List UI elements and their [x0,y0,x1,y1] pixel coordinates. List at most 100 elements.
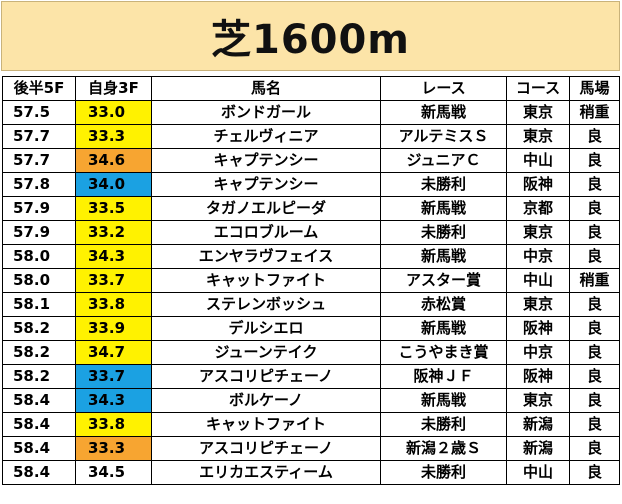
horse-name-cell: エコロブルーム [151,220,381,245]
horse-name-cell: ステレンボッシュ [151,292,381,317]
table-row: 58.4 34.5 エリカエスティーム 未勝利 中山良 [2,460,620,485]
course-cell: 中山 [506,268,570,293]
race-cell: 未勝利 [380,172,507,197]
late-5f-cell: 58.4 [2,388,76,413]
own-3f-cell: 33.7 [75,268,152,293]
table-row: 58.2 34.7 ジューンテイク こうやまき賞 中京良 [2,340,620,365]
race-cell: 未勝利 [380,220,507,245]
track-condition-cell: 良 [569,172,620,197]
track-condition-cell: 良 [569,316,620,341]
track-condition-cell: 良 [569,124,620,149]
late-5f-cell: 57.8 [2,172,76,197]
horse-name-cell: デルシエロ [151,316,381,341]
track-condition-cell: 良 [569,292,620,317]
race-cell: 未勝利 [380,412,507,437]
table-row: 58.2 33.7 アスコリピチェーノ 阪神ＪＦ 阪神良 [2,364,620,389]
table-row: 57.8 34.0 キャプテンシー 未勝利 阪神良 [2,172,620,197]
horse-name-cell: ボンドガール [151,100,381,125]
late-5f-cell: 58.4 [2,412,76,437]
race-cell: ジュニアＣ [380,148,507,173]
course-cell: 中山 [506,460,570,485]
table-row: 58.1 33.8 ステレンボッシュ 赤松賞 東京良 [2,292,620,317]
results-table: 後半5F 自身3F 馬名 レース コース 馬場 57.5 33.0 ボンドガール 新馬… [2,76,620,485]
race-cell: 新馬戦 [380,388,507,413]
track-condition-cell: 良 [569,196,620,221]
title-banner: 芝1600m [1,1,620,71]
late-5f-cell: 58.2 [2,340,76,365]
course-cell: 中京 [506,340,570,365]
track-condition-cell: 稍重 [569,268,620,293]
own-3f-cell: 33.2 [75,220,152,245]
race-cell: 未勝利 [380,460,507,485]
late-5f-cell: 57.9 [2,196,76,221]
course-cell: 東京 [506,220,570,245]
track-condition-cell: 良 [569,244,620,269]
horse-name-cell: アスコリピチェーノ [151,436,381,461]
horse-name-cell: キャプテンシー [151,148,381,173]
own-3f-cell: 34.6 [75,148,152,173]
course-cell: 東京 [506,388,570,413]
late-5f-cell: 58.2 [2,316,76,341]
horse-name-cell: エリカエスティーム [151,460,381,485]
table-row: 58.4 33.3 アスコリピチェーノ 新潟２歳Ｓ 新潟良 [2,436,620,461]
track-condition-cell: 良 [569,388,620,413]
horse-name-cell: ジューンテイク [151,340,381,365]
race-cell: アスター賞 [380,268,507,293]
table-row: 57.7 34.6 キャプテンシー ジュニアＣ 中山良 [2,148,620,173]
own-3f-cell: 34.7 [75,340,152,365]
race-cell: 新潟２歳Ｓ [380,436,507,461]
own-3f-cell: 33.8 [75,292,152,317]
own-3f-cell: 34.3 [75,388,152,413]
horse-name-cell: チェルヴィニア [151,124,381,149]
race-cell: 新馬戦 [380,244,507,269]
course-cell: 新潟 [506,412,570,437]
table-row: 57.5 33.0 ボンドガール 新馬戦 東京 稍重 [2,100,620,125]
course-cell: 京都 [506,196,570,221]
late-5f-cell: 58.4 [2,460,76,485]
table-row: 58.0 33.7 キャットファイト アスター賞 中山 稍重 [2,268,620,293]
own-3f-cell: 33.7 [75,364,152,389]
horse-name-cell: エンヤラヴフェイス [151,244,381,269]
header-track-condition: 馬場 [569,76,620,101]
header-row: 後半5F 自身3F 馬名 レース コース 馬場 [2,76,620,101]
race-cell: アルテミスＳ [380,124,507,149]
horse-name-cell: キャプテンシー [151,172,381,197]
table-row: 57.9 33.5 タガノエルピーダ 新馬戦 京都良 [2,196,620,221]
late-5f-cell: 57.5 [2,100,76,125]
late-5f-cell: 57.7 [2,148,76,173]
race-cell: 新馬戦 [380,316,507,341]
table-row: 58.4 33.8 キャットファイト 未勝利 新潟良 [2,412,620,437]
race-cell: 新馬戦 [380,100,507,125]
track-condition-cell: 稍重 [569,100,620,125]
table-row: 58.0 34.3 エンヤラヴフェイス 新馬戦 中京良 [2,244,620,269]
course-cell: 中山 [506,148,570,173]
track-condition-cell: 良 [569,460,620,485]
own-3f-cell: 33.5 [75,196,152,221]
course-cell: 中京 [506,244,570,269]
own-3f-cell: 34.0 [75,172,152,197]
header-race: レース [380,76,507,101]
track-condition-cell: 良 [569,148,620,173]
track-condition-cell: 良 [569,340,620,365]
late-5f-cell: 58.2 [2,364,76,389]
track-condition-cell: 良 [569,364,620,389]
track-condition-cell: 良 [569,436,620,461]
own-3f-cell: 33.0 [75,100,152,125]
late-5f-cell: 57.9 [2,220,76,245]
race-cell: 新馬戦 [380,196,507,221]
own-3f-cell: 33.3 [75,124,152,149]
page-title: 芝1600m [210,17,410,63]
own-3f-cell: 33.8 [75,412,152,437]
table-row: 58.2 33.9 デルシエロ 新馬戦 阪神良 [2,316,620,341]
race-cell: 赤松賞 [380,292,507,317]
horse-name-cell: ボルケーノ [151,388,381,413]
course-cell: 東京 [506,124,570,149]
header-own-3f: 自身3F [75,76,152,101]
course-cell: 阪神 [506,172,570,197]
course-cell: 新潟 [506,436,570,461]
late-5f-cell: 58.4 [2,436,76,461]
race-cell: こうやまき賞 [380,340,507,365]
own-3f-cell: 33.9 [75,316,152,341]
header-horse-name: 馬名 [151,76,381,101]
own-3f-cell: 34.3 [75,244,152,269]
